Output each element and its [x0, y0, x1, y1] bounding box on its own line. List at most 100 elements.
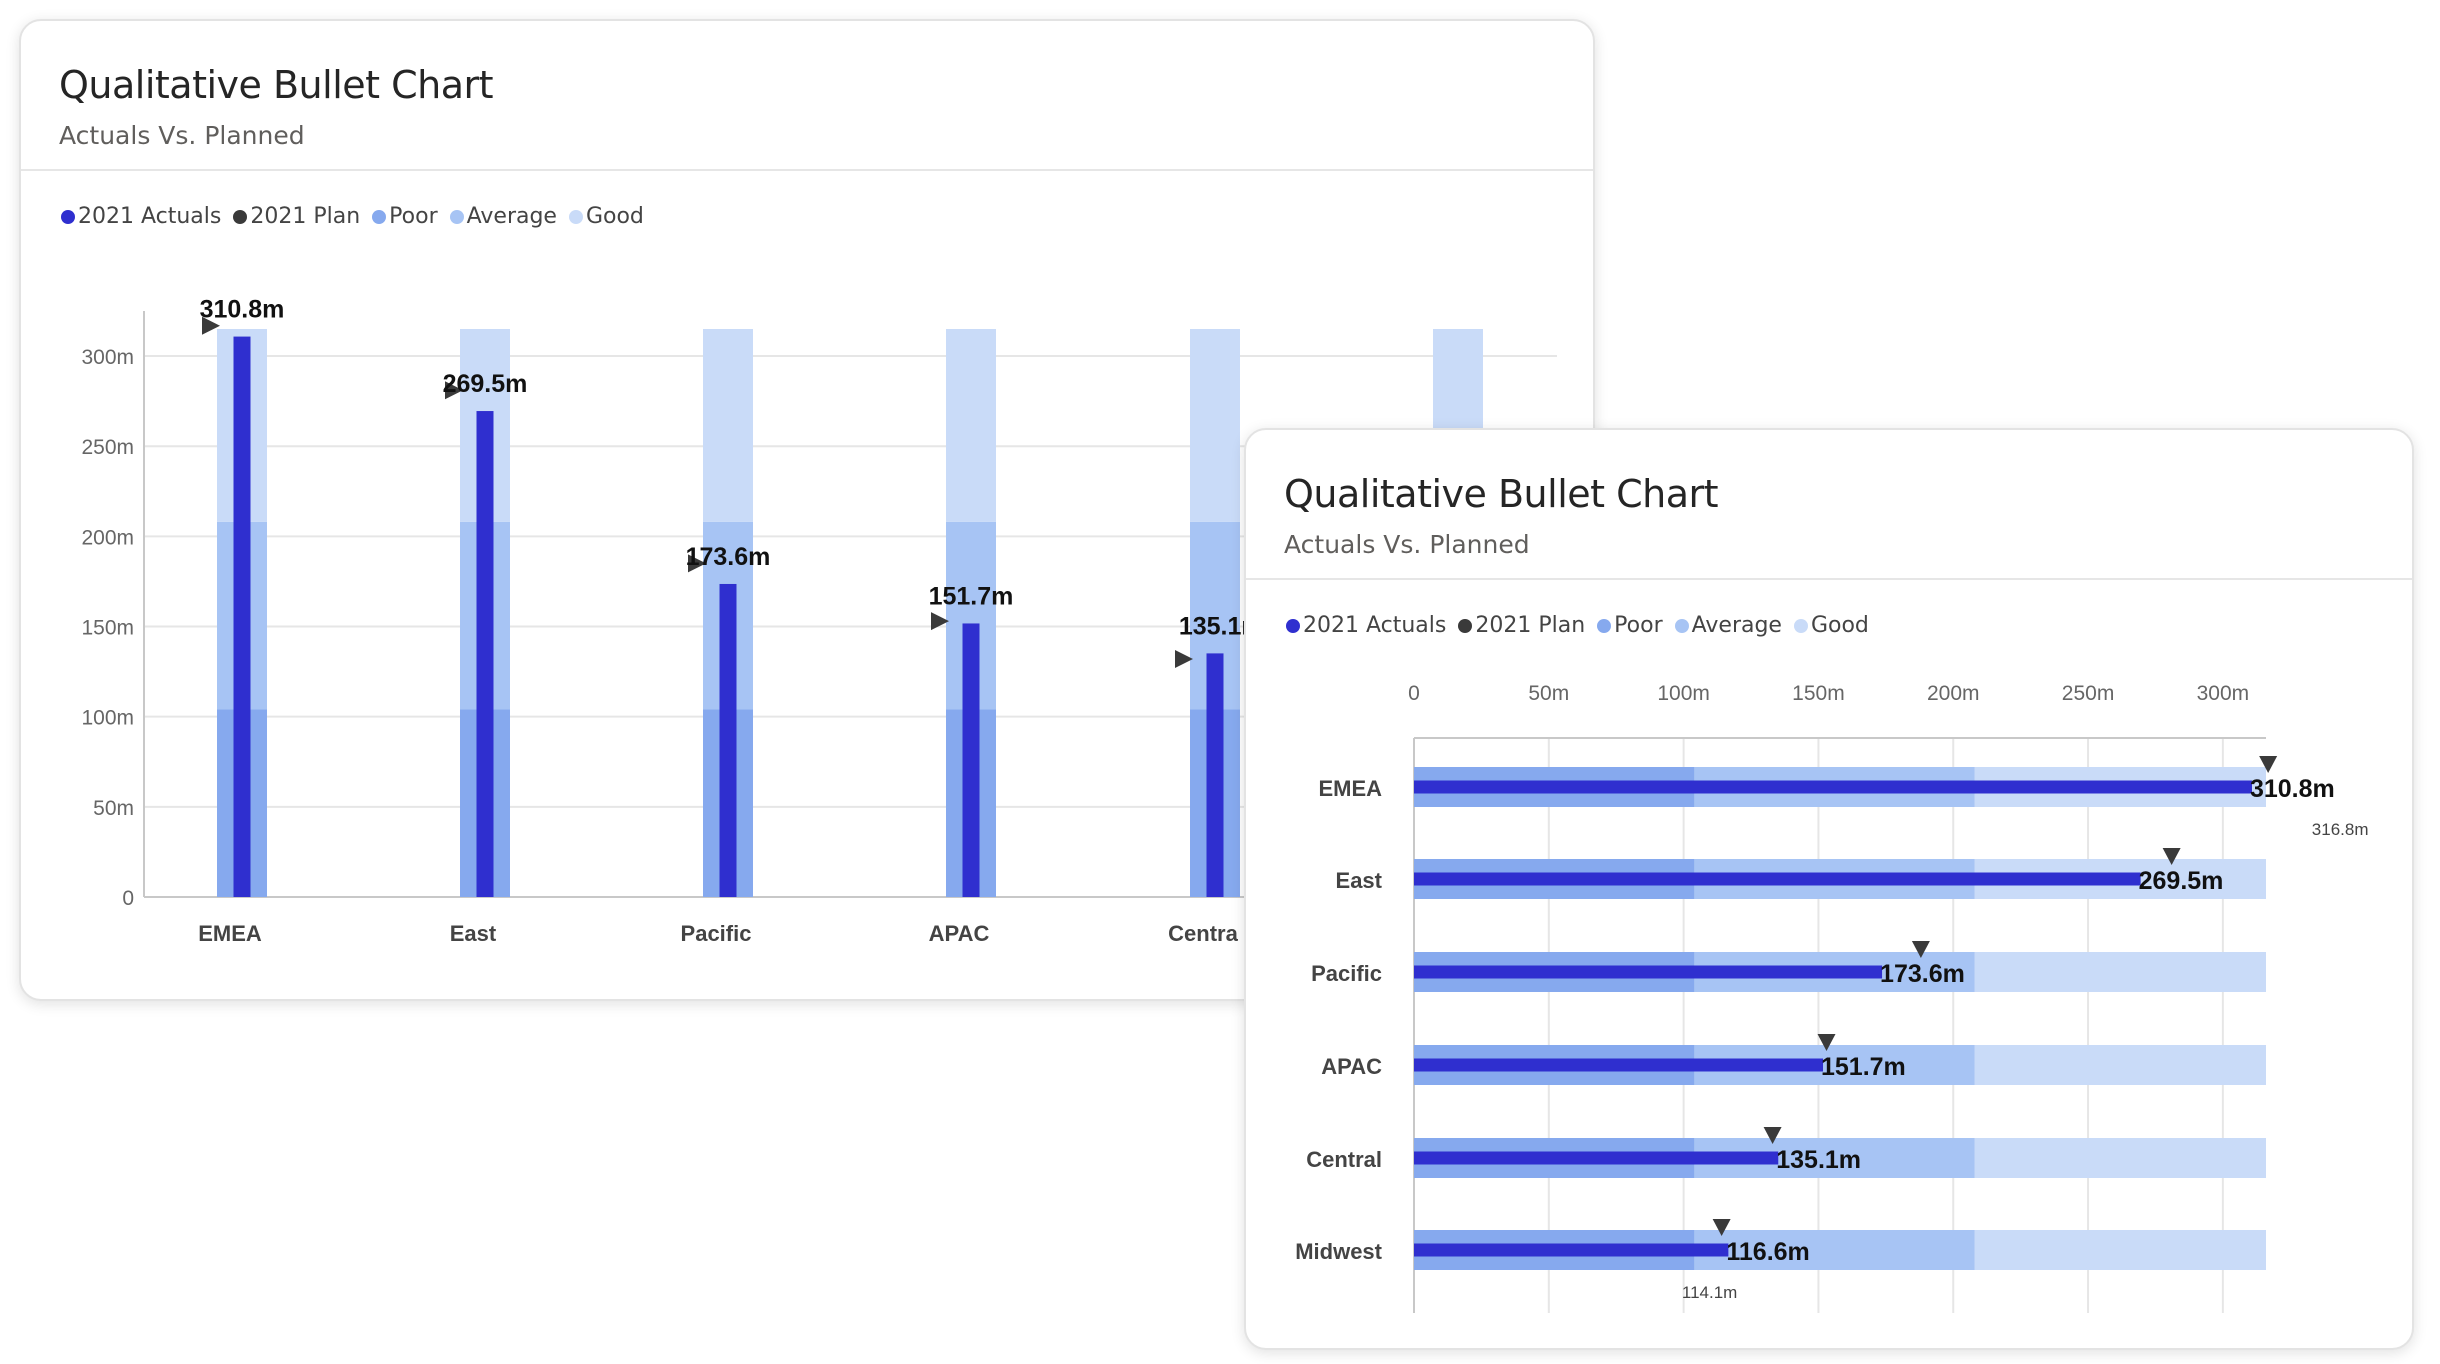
legend-item-poor[interactable]: Poor [1597, 613, 1663, 638]
actual-bar [962, 623, 980, 897]
plan-marker-triangle-down-icon [2162, 848, 2181, 865]
chart-legend: 2021 Actuals 2021 Plan Poor Average Good [61, 204, 656, 229]
actual-bar [476, 411, 494, 897]
card-title: Qualitative Bullet Chart [59, 63, 494, 107]
actual-bar [719, 583, 737, 897]
dot-icon [233, 209, 248, 224]
data-label: 173.6m [686, 543, 771, 571]
chart-legend: 2021 Actuals 2021 Plan Poor Average Good [1286, 613, 1881, 638]
x-category-label: Pacific [681, 921, 752, 946]
x-tick-label: 200m [1927, 682, 1980, 705]
data-label: 310.8m [200, 296, 285, 324]
x-tick-label: 50m [1528, 682, 1569, 705]
range-band-good [1974, 1045, 2266, 1085]
y-tick-label: 200m [81, 526, 134, 549]
x-tick-label: 300m [2197, 682, 2250, 705]
x-tick-label: 250m [2062, 682, 2115, 705]
data-label: 269.5m [2139, 867, 2224, 895]
y-category-label: Midwest [1295, 1239, 1382, 1264]
y-category-label: APAC [1321, 1054, 1382, 1079]
legend-label: 2021 Plan [250, 204, 361, 229]
legend-label: Average [1691, 613, 1782, 638]
legend-item-poor[interactable]: Poor [372, 204, 438, 229]
y-category-label: East [1336, 868, 1383, 893]
y-tick-label: 300m [81, 346, 134, 369]
range-band-good [1974, 952, 2266, 992]
plan-marker-triangle-right-icon [1175, 649, 1193, 668]
legend-label: Good [585, 204, 644, 229]
y-tick-label: 150m [81, 617, 134, 640]
actual-bar [1206, 653, 1224, 897]
header-divider [21, 169, 1593, 171]
legend-item-actuals[interactable]: 2021 Actuals [1286, 613, 1446, 638]
header-divider [1246, 578, 2412, 580]
legend-item-average[interactable]: Average [449, 204, 557, 229]
y-category-label: EMEA [1318, 776, 1382, 801]
plan-marker-triangle-down-icon [2259, 756, 2278, 773]
data-label: 310.8m [2250, 775, 2335, 803]
x-tick-label: 100m [1657, 682, 1710, 705]
plan-marker-triangle-down-icon [1712, 1219, 1731, 1236]
plan-marker-triangle-right-icon [202, 316, 220, 335]
x-category-label: East [450, 921, 497, 946]
y-tick-label: 250m [81, 436, 134, 459]
x-category-label: Centra [1168, 921, 1238, 946]
range-band-good [703, 329, 753, 522]
card-title: Qualitative Bullet Chart [1284, 472, 1719, 516]
actual-bar [1414, 780, 2252, 794]
range-band-good [1974, 1230, 2266, 1270]
y-category-label: Central [1306, 1147, 1382, 1172]
legend-label: 2021 Actuals [1303, 613, 1447, 638]
legend-label: 2021 Actuals [78, 204, 222, 229]
range-band-good [946, 329, 996, 522]
actual-bar [233, 336, 251, 897]
horizontal-bullet-chart: 0 50m 100m 150m 200m 250m 300m 310.8m EMEA 269.5m… [1295, 682, 2369, 1313]
y-tick-label: 0 [122, 887, 134, 910]
data-label: 135.1r [1179, 612, 1252, 640]
x-tick-label: 0 [1408, 682, 1420, 705]
actual-bar [1414, 872, 2141, 886]
legend-item-good[interactable]: Good [1793, 613, 1869, 638]
x-tick-label: 150m [1792, 682, 1845, 705]
legend-item-good[interactable]: Good [568, 204, 644, 229]
legend-label: Poor [1614, 613, 1663, 638]
dot-icon [1674, 618, 1689, 633]
plan-marker-triangle-right-icon [931, 612, 949, 631]
legend-item-plan[interactable]: 2021 Plan [233, 204, 360, 229]
data-label: 151.7m [1821, 1053, 1906, 1081]
plan-marker-triangle-down-icon [1911, 941, 1930, 958]
data-label: 116.6m [1726, 1238, 1809, 1266]
actual-bar [1414, 1151, 1779, 1165]
x-category-label: APAC [929, 921, 990, 946]
y-category-label: Pacific [1311, 961, 1382, 986]
dot-icon [1597, 618, 1612, 633]
dot-icon [61, 209, 75, 224]
plan-marker-triangle-down-icon [1817, 1034, 1836, 1051]
horizontal-bullet-chart-card: Qualitative Bullet Chart Actuals Vs. Pla… [1244, 428, 2414, 1350]
plan-value-label: 316.8m [2312, 820, 2369, 839]
dot-icon [449, 209, 464, 224]
actual-bar [1414, 1243, 1729, 1257]
plan-marker-triangle-right-icon [445, 381, 463, 400]
plan-marker-triangle-down-icon [1763, 1127, 1782, 1144]
data-label: 135.1m [1776, 1146, 1861, 1174]
data-label: 173.6m [1880, 960, 1965, 988]
range-band-average [1694, 1230, 1975, 1270]
actual-bar [1414, 965, 1883, 979]
legend-label: Poor [389, 204, 438, 229]
legend-item-plan[interactable]: 2021 Plan [1458, 613, 1585, 638]
legend-item-average[interactable]: Average [1674, 613, 1782, 638]
legend-item-actuals[interactable]: 2021 Actuals [61, 204, 221, 229]
dot-icon [372, 209, 387, 224]
dot-icon [1793, 618, 1808, 633]
dot-icon [1458, 618, 1473, 633]
dot-icon [568, 209, 583, 224]
range-band-good [1190, 329, 1240, 522]
plan-marker-triangle-right-icon [688, 554, 706, 573]
data-label: 269.5m [443, 370, 528, 398]
card-subtitle: Actuals Vs. Planned [59, 121, 305, 150]
plan-value-label: 114.1m [1682, 1283, 1737, 1302]
legend-label: 2021 Plan [1475, 613, 1586, 638]
y-tick-label: 50m [93, 797, 134, 820]
data-label: 151.7m [929, 582, 1014, 610]
